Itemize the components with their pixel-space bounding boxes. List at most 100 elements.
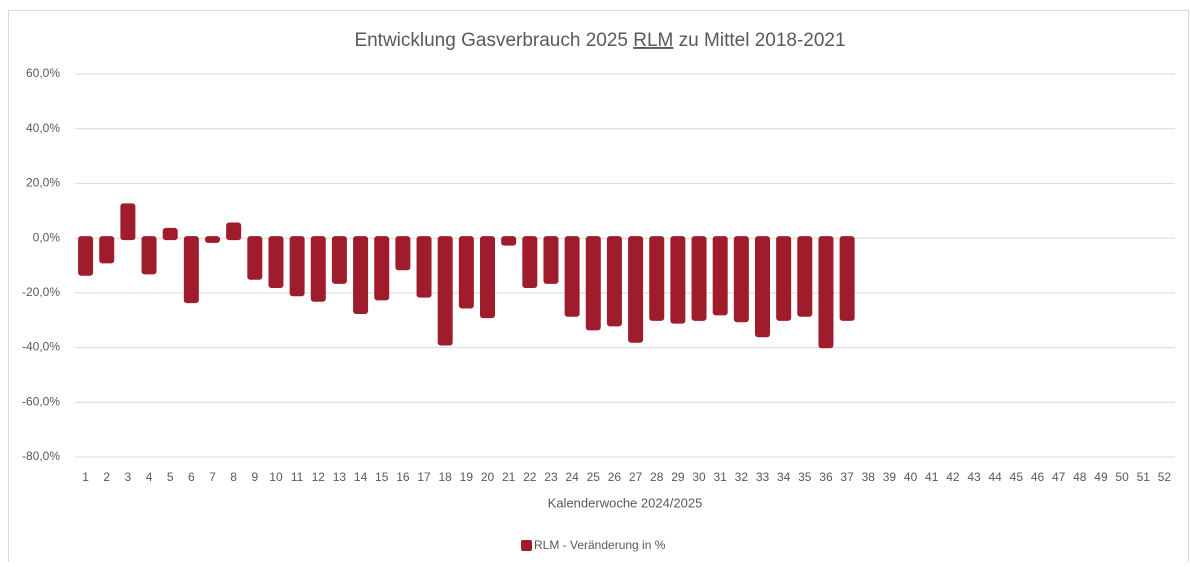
bar (99, 236, 115, 264)
x-tick-label: 38 (862, 470, 876, 484)
bar (78, 236, 94, 276)
x-tick-label: 34 (777, 470, 791, 484)
bar (691, 236, 707, 321)
x-tick-label: 49 (1094, 470, 1108, 484)
x-tick-label: 50 (1115, 470, 1129, 484)
x-tick-label: 42 (946, 470, 960, 484)
x-tick-label: 12 (312, 470, 326, 484)
x-tick-label: 18 (439, 470, 453, 484)
bar (543, 236, 559, 284)
x-tick-label: 32 (735, 470, 749, 484)
x-tick-label: 1 (82, 470, 89, 484)
x-tick-label: 46 (1031, 470, 1045, 484)
x-tick-label: 47 (1052, 470, 1066, 484)
x-tick-label: 8 (230, 470, 237, 484)
x-tick-label: 37 (840, 470, 854, 484)
y-tick-label: -80,0% (22, 449, 60, 463)
title-part: zu Mittel 2018-2021 (673, 30, 845, 51)
x-tick-label: 13 (333, 470, 347, 484)
x-tick-label: 7 (209, 470, 216, 484)
bar (162, 227, 178, 241)
x-tick-label: 23 (544, 470, 558, 484)
bar (289, 236, 305, 297)
bar (205, 236, 220, 243)
bar (712, 236, 728, 316)
bar (353, 236, 369, 315)
bar (141, 236, 157, 275)
x-tick-label: 2 (103, 470, 110, 484)
bar (670, 236, 686, 324)
x-tick-label: 16 (396, 470, 410, 484)
x-tick-label: 33 (756, 470, 770, 484)
x-axis-label: Kalenderwoche 2024/2025 (548, 495, 703, 510)
x-tick-label: 26 (608, 470, 622, 484)
bar (247, 236, 263, 280)
bar (226, 222, 242, 241)
y-tick-label: 20,0% (26, 176, 60, 190)
x-tick-label: 43 (967, 470, 981, 484)
bar (183, 236, 199, 304)
bar (839, 236, 855, 321)
bar (564, 236, 580, 317)
y-tick-label: 0,0% (33, 230, 61, 244)
y-tick-label: -60,0% (22, 394, 60, 408)
y-tick-label: 60,0% (26, 66, 60, 80)
x-tick-label: 45 (1010, 470, 1024, 484)
x-tick-label: 5 (167, 470, 174, 484)
x-tick-label: 22 (523, 470, 537, 484)
bar (733, 236, 749, 323)
x-tick-label: 44 (989, 470, 1003, 484)
bar (416, 236, 432, 298)
x-tick-label: 3 (125, 470, 132, 484)
x-tick-label: 35 (798, 470, 812, 484)
x-tick-label: 29 (671, 470, 685, 484)
x-tick-label: 27 (629, 470, 643, 484)
bar (310, 236, 326, 302)
bar (585, 236, 601, 331)
x-tick-label: 11 (291, 470, 304, 484)
bar (374, 236, 390, 301)
bar (268, 236, 284, 289)
bar (628, 236, 644, 343)
legend-swatch (521, 540, 532, 551)
y-tick-label: -20,0% (22, 285, 60, 299)
bar (649, 236, 665, 321)
x-tick-label: 25 (587, 470, 601, 484)
bar (522, 236, 538, 289)
bar (331, 236, 347, 284)
y-tick-label: 40,0% (26, 121, 60, 135)
bar (120, 203, 136, 241)
x-tick-label: 40 (904, 470, 918, 484)
x-tick-label: 15 (375, 470, 389, 484)
x-tick-label: 24 (565, 470, 579, 484)
x-tick-label: 30 (692, 470, 706, 484)
x-tick-label: 48 (1073, 470, 1087, 484)
title-part: RLM (633, 30, 673, 51)
legend-label: RLM - Veränderung in % (534, 538, 666, 552)
y-tick-label: -40,0% (22, 340, 60, 354)
bar (755, 236, 770, 338)
x-tick-label: 10 (269, 470, 283, 484)
x-tick-label: 36 (819, 470, 833, 484)
bar (458, 236, 474, 309)
bar (818, 236, 834, 349)
bar (606, 236, 622, 327)
bar (437, 236, 453, 346)
title-part: Entwicklung Gasverbrauch 2025 (354, 30, 633, 51)
x-tick-label: 9 (251, 470, 258, 484)
x-tick-label: 19 (460, 470, 474, 484)
bar (776, 236, 792, 321)
bar (480, 236, 495, 319)
bar (501, 236, 517, 246)
x-tick-label: 21 (502, 470, 516, 484)
chart-title: Entwicklung Gasverbrauch 2025 RLM zu Mit… (354, 30, 845, 51)
x-tick-label: 4 (146, 470, 153, 484)
bar (797, 236, 813, 317)
x-tick-label: 52 (1158, 470, 1172, 484)
x-tick-label: 14 (354, 470, 368, 484)
x-tick-label: 20 (481, 470, 495, 484)
x-tick-label: 31 (714, 470, 728, 484)
x-tick-label: 41 (925, 470, 939, 484)
x-tick-label: 39 (883, 470, 897, 484)
x-tick-label: 17 (417, 470, 431, 484)
